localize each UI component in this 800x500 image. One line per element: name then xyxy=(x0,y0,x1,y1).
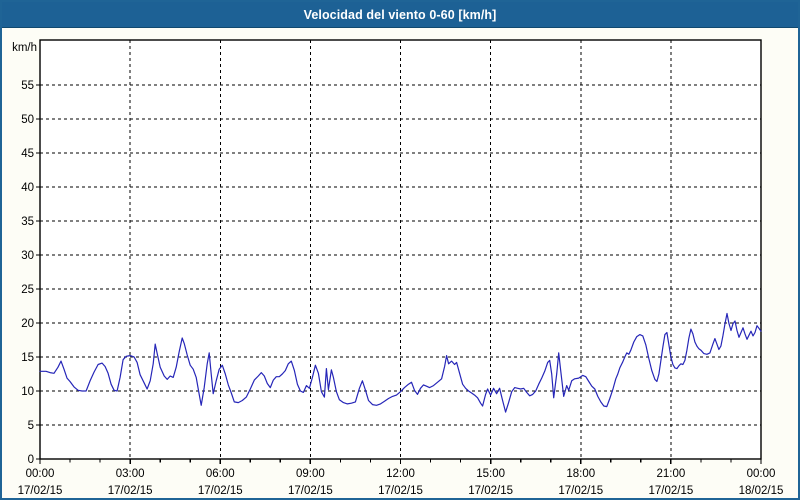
x-tick-time-label: 21:00 xyxy=(656,468,685,480)
x-tick-time-label: 00:00 xyxy=(747,468,776,480)
x-tick-date-label: 17/02/15 xyxy=(648,485,693,497)
wind-speed-series-line xyxy=(39,312,762,413)
x-tick-date-label: 17/02/15 xyxy=(288,485,333,497)
x-tick-time-label: 15:00 xyxy=(476,468,505,480)
x-tick-date-label: 17/02/15 xyxy=(108,485,153,497)
x-tick-date-label: 17/02/15 xyxy=(18,485,63,497)
x-tick-date-label: 17/02/15 xyxy=(198,485,243,497)
y-axis-unit-label: km/h xyxy=(12,42,37,54)
plot-border xyxy=(39,39,762,460)
y-tick-label: 50 xyxy=(21,114,34,126)
x-tick-time-label: 00:00 xyxy=(26,468,55,480)
title-bar: Velocidad del viento 0-60 [km/h] xyxy=(2,2,798,28)
x-tick-date-label: 17/02/15 xyxy=(468,485,513,497)
y-tick-label: 15 xyxy=(21,352,34,364)
y-tick-label: 30 xyxy=(21,250,34,262)
x-tick-date-label: 18/02/15 xyxy=(739,485,784,497)
y-tick-label: 5 xyxy=(28,420,34,432)
x-tick-date-label: 17/02/15 xyxy=(378,485,423,497)
x-tick-time-label: 18:00 xyxy=(566,468,595,480)
y-tick-label: 25 xyxy=(21,284,34,296)
y-tick-label: 0 xyxy=(28,454,34,466)
y-tick-label: 10 xyxy=(21,386,34,398)
x-tick-time-label: 09:00 xyxy=(296,468,325,480)
x-tick-time-label: 06:00 xyxy=(206,468,235,480)
y-tick-label: 35 xyxy=(21,216,34,228)
y-tick-label: 20 xyxy=(21,318,34,330)
x-tick-time-label: 03:00 xyxy=(116,468,145,480)
chart-title: Velocidad del viento 0-60 [km/h] xyxy=(303,7,497,22)
y-tick-label: 40 xyxy=(21,182,34,194)
x-tick-date-label: 17/02/15 xyxy=(558,485,603,497)
x-tick-time-label: 12:00 xyxy=(386,468,415,480)
y-tick-label: 45 xyxy=(21,148,34,160)
wind-speed-chart: 0 5 10 15 20 25 30 35 40 45 50 55 km/h 00:00 17/02/15 0… xyxy=(12,39,784,497)
y-tick-label: 55 xyxy=(21,80,34,92)
